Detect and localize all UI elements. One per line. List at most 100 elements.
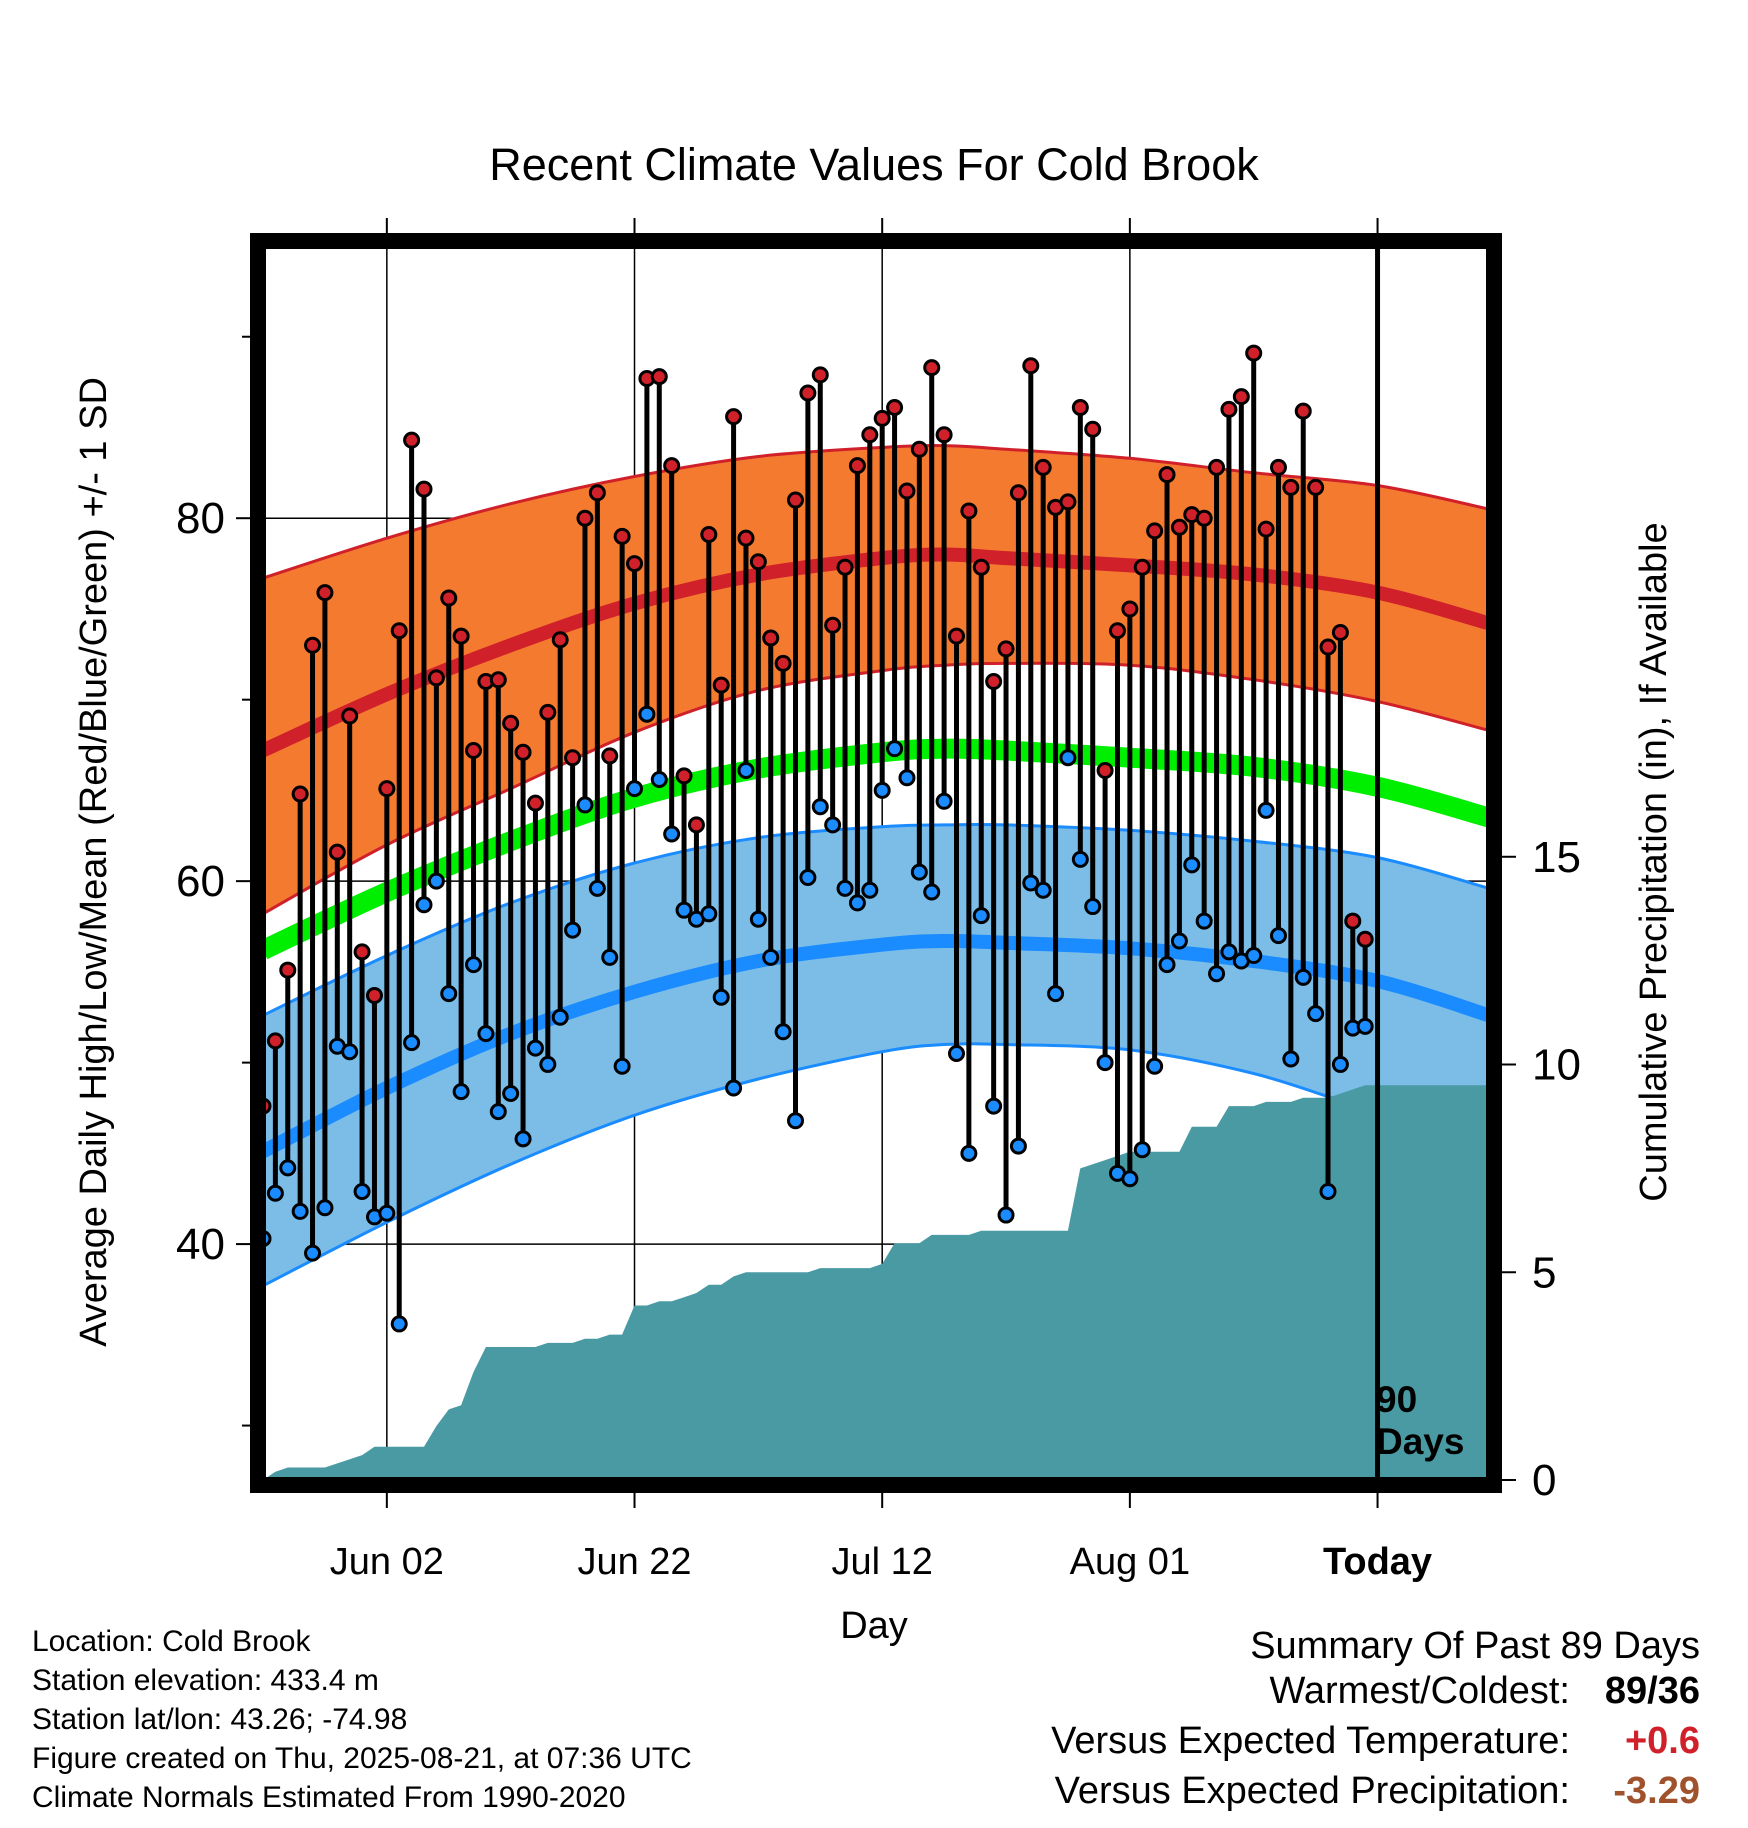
low-dot — [848, 894, 866, 912]
low-dot — [923, 883, 941, 901]
summary-title: Summary Of Past 89 Days — [1250, 1625, 1700, 1667]
low-dot — [279, 1159, 297, 1177]
high-dot — [1245, 344, 1263, 362]
low-dot — [910, 863, 928, 881]
high-dot — [1022, 357, 1040, 375]
high-dot — [1071, 399, 1089, 417]
low-dot — [427, 872, 445, 890]
axes: 40 60 80 0 5 10 15 Jun 02 Jun 22 Jul 12 Aug 01 Toda… — [176, 218, 1581, 1583]
low-dot — [824, 816, 842, 834]
high-dot — [1294, 402, 1312, 420]
low-dot — [1294, 968, 1312, 986]
x-tick-label: Jun 02 — [330, 1541, 444, 1583]
info-normals: Climate Normals Estimated From 1990-2020 — [32, 1781, 626, 1814]
low-dot — [341, 1043, 359, 1061]
high-dot — [774, 654, 792, 672]
x-tick-label: Aug 01 — [1070, 1541, 1190, 1583]
low-dot — [1220, 943, 1238, 961]
x-tick-label: Jul 12 — [831, 1541, 932, 1583]
summary-value: 89/36 — [1604, 1670, 1700, 1712]
info-latlon: Station lat/lon: 43.26; -74.98 — [32, 1703, 408, 1736]
high-dot — [725, 408, 743, 426]
low-dot — [1183, 856, 1201, 874]
low-upper-edge — [263, 822, 1489, 1017]
y2-tick-label: 5 — [1532, 1248, 1556, 1297]
today-label-unit: Days — [1376, 1421, 1464, 1462]
low-dot — [1022, 874, 1040, 892]
y-tick-label: 60 — [176, 857, 225, 906]
low-dot — [1195, 912, 1213, 930]
high-dot — [923, 359, 941, 377]
low-dot — [1319, 1182, 1337, 1200]
high-dot — [1170, 518, 1188, 536]
low-dot — [972, 907, 990, 925]
high-dot — [737, 529, 755, 547]
high-dot — [390, 622, 408, 640]
low-dot — [291, 1202, 309, 1220]
high-dot — [465, 741, 483, 759]
info-location: Location: Cold Brook — [32, 1625, 311, 1658]
high-dot — [551, 631, 569, 649]
low-dot — [403, 1034, 421, 1052]
high-dot — [601, 747, 619, 765]
low-dot — [1307, 1005, 1325, 1023]
low-dot — [588, 879, 606, 897]
low-dot — [935, 792, 953, 810]
low-dot — [1257, 801, 1275, 819]
high-dot — [1034, 458, 1052, 476]
high-dot — [576, 509, 594, 527]
high-dot — [910, 440, 928, 458]
high-dot — [1195, 509, 1213, 527]
high-dot — [1356, 930, 1374, 948]
high-dot — [1133, 558, 1151, 576]
y2-tick-label: 0 — [1532, 1456, 1556, 1505]
high-dot — [291, 785, 309, 803]
high-dot — [947, 627, 965, 645]
low-dot — [811, 798, 829, 816]
today-label-days: 90 — [1376, 1379, 1417, 1420]
plot-area — [263, 246, 1489, 1480]
low-dot — [1146, 1057, 1164, 1075]
high-dot — [811, 366, 829, 384]
high-dot — [663, 457, 681, 475]
low-dot — [1071, 850, 1089, 868]
low-mean-line — [263, 933, 1489, 1158]
low-dot — [960, 1144, 978, 1162]
low-dot — [266, 1184, 284, 1202]
low-dot — [873, 781, 891, 799]
low-dot — [316, 1199, 334, 1217]
high-dot — [886, 399, 904, 417]
low-dot — [613, 1057, 631, 1075]
chart-title: Recent Climate Values For Cold Brook — [489, 139, 1259, 190]
high-dot — [588, 484, 606, 502]
high-dot — [613, 527, 631, 545]
low-dot — [390, 1315, 408, 1333]
high-dot — [1282, 478, 1300, 496]
high-dot — [316, 584, 334, 602]
low-dot — [1269, 927, 1287, 945]
high-dot — [1319, 638, 1337, 656]
high-dot — [824, 616, 842, 634]
low-dot — [576, 796, 594, 814]
high-dot — [502, 714, 520, 732]
summary-panel: Summary Of Past 89 Days Warmest/Coldest:… — [900, 1622, 1700, 1820]
high-dot — [514, 743, 532, 761]
low-lower-edge — [263, 1042, 1489, 1288]
low-dot — [638, 705, 656, 723]
low-dot — [861, 881, 879, 899]
low-dot — [1121, 1170, 1139, 1188]
high-dot — [848, 457, 866, 475]
low-dot — [465, 956, 483, 974]
summary-value: -3.29 — [1613, 1770, 1700, 1812]
high-dot — [328, 843, 346, 861]
low-dot — [836, 879, 854, 897]
low-dot — [1133, 1141, 1151, 1159]
precipitation-area — [263, 1085, 1489, 1480]
daily-dots — [263, 344, 1374, 1333]
high-dot — [836, 558, 854, 576]
low-dot — [725, 1079, 743, 1097]
high-dot — [626, 555, 644, 573]
high-dot — [1307, 478, 1325, 496]
high-dot — [427, 669, 445, 687]
info-elevation: Station elevation: 433.4 m — [32, 1664, 379, 1697]
